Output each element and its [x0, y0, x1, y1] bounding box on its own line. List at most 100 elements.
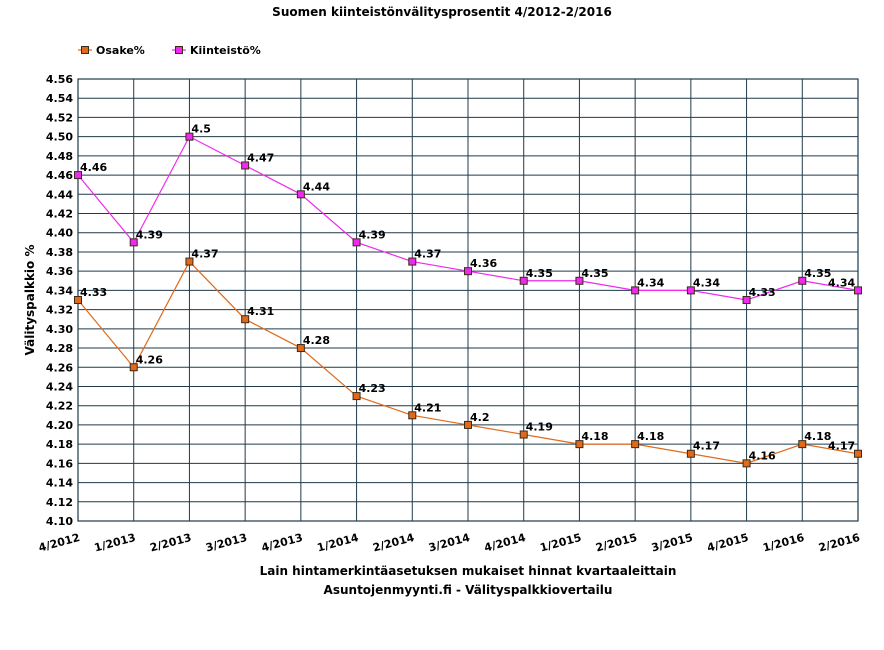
- y-tick-label: 4.16: [46, 457, 73, 470]
- data-label: 4.28: [303, 334, 330, 347]
- data-point: [352, 392, 361, 401]
- x-tick-label: 4/2012: [37, 531, 81, 555]
- data-label: 4.21: [414, 401, 441, 414]
- x-tick-label: 1/2015: [539, 531, 583, 555]
- data-point: [352, 238, 361, 247]
- data-point: [798, 440, 807, 449]
- y-tick-label: 4.26: [46, 361, 73, 374]
- y-tick-label: 4.24: [46, 380, 73, 393]
- data-label: 4.5: [191, 123, 211, 136]
- x-tick-label: 1/2014: [316, 531, 361, 555]
- y-axis-label: Välityspalkkio %: [23, 245, 37, 356]
- data-point: [185, 257, 194, 266]
- data-label: 4.39: [359, 228, 386, 241]
- data-point: [575, 276, 584, 285]
- y-tick-label: 4.56: [46, 73, 73, 86]
- x-tick-label: 2/2016: [817, 531, 862, 555]
- data-point: [686, 286, 695, 295]
- x-tick-label: 2/2015: [594, 531, 638, 555]
- y-tick-label: 4.48: [46, 150, 73, 163]
- data-point: [798, 276, 807, 285]
- data-point: [464, 267, 472, 276]
- data-point: [296, 190, 305, 199]
- y-tick-label: 4.28: [46, 342, 73, 355]
- data-label: 4.19: [526, 421, 553, 434]
- data-label: 4.34: [637, 276, 664, 289]
- data-point: [686, 449, 695, 458]
- legend-marker: [81, 46, 89, 54]
- data-label: 4.46: [80, 161, 107, 174]
- x-tick-label: 3/2014: [427, 531, 472, 555]
- x-tick-label: 4/2014: [483, 531, 528, 555]
- y-tick-label: 4.34: [46, 284, 73, 297]
- y-tick-label: 4.36: [46, 265, 73, 278]
- series-kiinteisto: 4.464.394.54.474.444.394.374.364.35 4.354…: [74, 123, 862, 304]
- data-label: 4.34: [693, 276, 720, 289]
- y-tick-label: 4.20: [46, 419, 73, 432]
- data-label: 4.23: [359, 382, 386, 395]
- data-label: 4.47: [247, 151, 274, 164]
- data-label: 4.26: [136, 353, 163, 366]
- data-point: [519, 430, 528, 439]
- y-tick-label: 4.46: [46, 169, 73, 182]
- data-label: 4.37: [414, 248, 441, 261]
- data-label: 4.35: [804, 267, 831, 280]
- y-tick-label: 4.32: [46, 304, 73, 317]
- y-tick-label: 4.14: [46, 477, 73, 490]
- data-point: [854, 449, 862, 458]
- legend-marker: [175, 46, 183, 54]
- data-label: 4.18: [581, 430, 608, 443]
- x-tick-label: 3/2015: [650, 531, 694, 555]
- y-axis: 4.10 4.12 4.14 4.16 4.18 4.20 4.22 4.24 4.26 4.28…: [46, 73, 73, 528]
- data-point: [408, 411, 417, 420]
- legend-label: Osake%: [96, 44, 145, 57]
- data-point: [631, 286, 640, 295]
- data-point: [296, 344, 305, 353]
- chart-title: Suomen kiinteistönvälitysprosentit 4/201…: [272, 5, 612, 19]
- y-tick-label: 4.44: [46, 188, 73, 201]
- data-point: [185, 132, 194, 141]
- x-axis-label: Lain hintamerkintäasetuksen mukaiset hin…: [260, 564, 677, 578]
- data-label: 4.33: [749, 286, 776, 299]
- grid: [77, 78, 859, 522]
- data-point: [241, 315, 250, 324]
- data-label: 4.2: [470, 411, 490, 424]
- data-label: 4.31: [247, 305, 274, 318]
- data-label: 4.18: [637, 430, 664, 443]
- y-tick-label: 4.50: [46, 131, 73, 144]
- x-tick-label: 2/2013: [149, 531, 193, 555]
- x-tick-label: 3/2013: [204, 531, 248, 555]
- y-tick-label: 4.38: [46, 246, 73, 259]
- data-point: [742, 296, 751, 304]
- y-tick-label: 4.10: [46, 515, 73, 528]
- source-label: Asuntojenmyynti.fi - Välityspalkkioverta…: [324, 583, 613, 597]
- data-point: [854, 286, 862, 295]
- y-tick-label: 4.30: [46, 323, 73, 336]
- y-tick-label: 4.52: [46, 111, 73, 124]
- y-tick-label: 4.22: [46, 400, 73, 413]
- data-label: 4.35: [526, 267, 553, 280]
- data-point: [631, 440, 640, 449]
- x-axis: 4/2012 1/2013 2/2013 3/2013 4/2013 1/2014 2/20…: [37, 531, 862, 555]
- data-point: [464, 420, 472, 429]
- data-label: 4.34: [828, 276, 855, 289]
- legend-item: Kiinteistö%: [172, 44, 261, 57]
- data-label: 4.17: [693, 440, 720, 453]
- data-label: 4.37: [191, 248, 218, 261]
- y-tick-label: 4.54: [46, 92, 73, 105]
- data-point: [129, 363, 138, 372]
- data-label: 4.33: [80, 286, 107, 299]
- x-tick-label: 4/2013: [260, 531, 304, 555]
- data-label: 4.35: [581, 267, 608, 280]
- series-osake: 4.33 4.26 4.37 4.31 4.28 4.23 4.21 4.2 4.19 4.18 4…: [74, 248, 862, 468]
- series-group: 4.33 4.26 4.37 4.31 4.28 4.23 4.21 4.2 4.19 4.18 4…: [74, 123, 862, 468]
- y-tick-label: 4.18: [46, 438, 73, 451]
- x-tick-label: 1/2016: [761, 531, 806, 555]
- y-tick-label: 4.12: [46, 496, 73, 509]
- data-label: 4.36: [470, 257, 497, 270]
- data-label: 4.39: [136, 228, 163, 241]
- y-tick-label: 4.42: [46, 208, 73, 221]
- y-tick-label: 4.40: [46, 227, 73, 240]
- data-point: [241, 161, 250, 170]
